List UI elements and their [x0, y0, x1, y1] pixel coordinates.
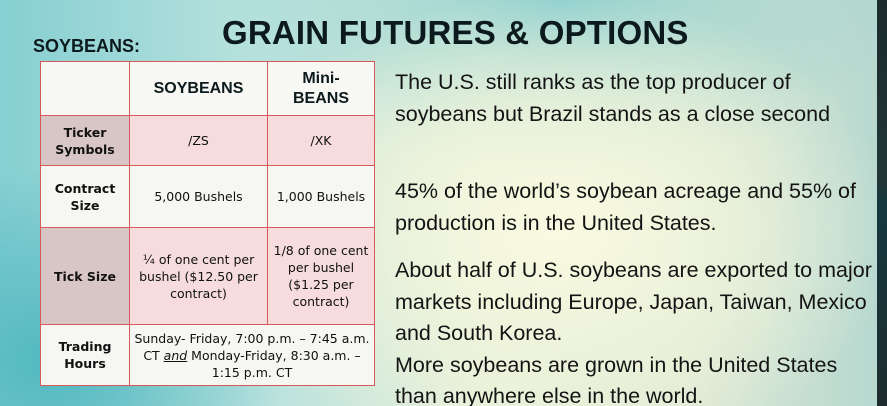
contract-size-soybeans: 5,000 Bushels: [129, 165, 268, 228]
trading-hours-value: Sunday- Friday, 7:00 p.m. – 7:45 a.m. CT…: [129, 324, 375, 386]
row-label-trading-hours: Trading Hours: [40, 324, 130, 386]
table-header-row: SOYBEANS Mini- BEANS: [40, 61, 375, 116]
table-header-soybeans: SOYBEANS: [129, 61, 268, 116]
table-row: Contract Size 5,000 Bushels 1,000 Bushel…: [40, 165, 375, 228]
row-label-tick-size: Tick Size: [40, 227, 130, 325]
row-label-contract-size: Contract Size: [40, 165, 130, 228]
hours-and: and: [163, 347, 188, 363]
paragraph-exports-text: About half of U.S. soybeans are exported…: [395, 258, 872, 345]
table-row: Tick Size ¼ of one cent per bushel ($12.…: [40, 227, 375, 325]
table-row: Ticker Symbols /ZS /XK: [40, 115, 375, 166]
row-label-ticker: Ticker Symbols: [40, 115, 130, 166]
minibeans-header-text: Mini- BEANS: [292, 69, 349, 107]
hours-text-1: Sunday- Friday, 7:00 p.m. – 7:45 a.m. CT: [134, 330, 370, 363]
section-label: SOYBEANS:: [33, 36, 141, 56]
tick-size-minibeans: 1/8 of one cent per bushel ($1.25 per co…: [267, 227, 375, 325]
page-title: GRAIN FUTURES & OPTIONS: [222, 14, 689, 51]
table-header-minibeans: Mini- BEANS: [267, 61, 375, 116]
contract-size-minibeans: 1,000 Bushels: [267, 165, 375, 228]
table-header-empty: [40, 61, 130, 116]
paragraph-exports: About half of U.S. soybeans are exported…: [395, 255, 875, 406]
tick-size-soybeans: ¼ of one cent per bushel ($12.50 per con…: [129, 227, 268, 325]
ticker-minibeans: /XK: [267, 115, 375, 166]
ticker-soybeans: /ZS: [129, 115, 268, 166]
paragraph-acreage: 45% of the world’s soybean acreage and 5…: [395, 179, 856, 235]
futures-table: SOYBEANS Mini- BEANS Ticker Symbols /ZS /…: [40, 61, 375, 386]
edge-strip: [877, 0, 887, 406]
paragraph-top-producer: The U.S. still ranks as the top producer…: [395, 70, 831, 126]
paragraph-most-grown: More soybeans are grown in the United St…: [395, 352, 838, 406]
table-row: Trading Hours Sunday- Friday, 7:00 p.m. …: [40, 324, 375, 386]
hours-text-2: Monday-Friday, 8:30 a.m. – 1:15 p.m. CT: [187, 347, 361, 380]
